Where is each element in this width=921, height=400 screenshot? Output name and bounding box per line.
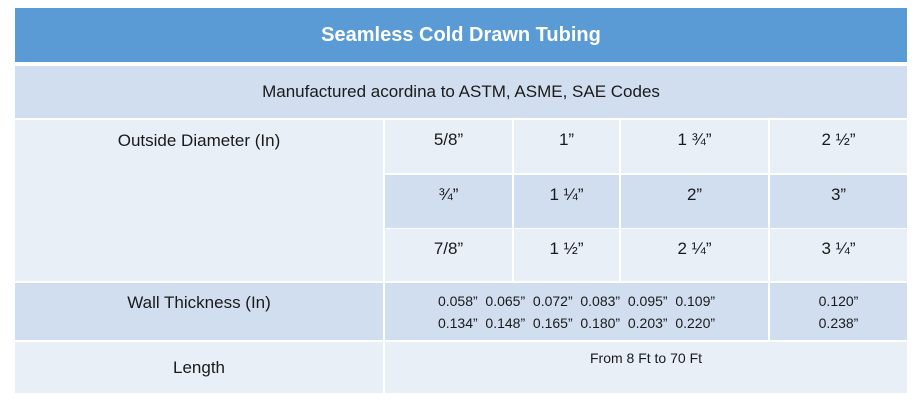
- od-cell: 3 ¼”: [770, 229, 907, 281]
- wt-label: Wall Thickness (In): [15, 283, 383, 340]
- wt-line: 0.120”: [818, 292, 859, 309]
- od-cell: 1”: [514, 120, 619, 173]
- od-cell: 2 ¼”: [621, 229, 768, 281]
- od-cell: ¾”: [385, 175, 512, 228]
- wt-extra: 0.120” 0.238”: [770, 283, 907, 340]
- od-cell: 1 ¼”: [514, 175, 619, 228]
- od-cell: 1 ½”: [514, 229, 619, 281]
- od-cell: 2 ½”: [770, 120, 907, 173]
- od-label: Outside Diameter (In): [15, 120, 383, 281]
- length-label: Length: [15, 342, 383, 393]
- od-cell: 3”: [770, 175, 907, 228]
- wt-line: 0.238”: [818, 314, 859, 331]
- wt-values: 0.058” 0.065” 0.072” 0.083” 0.095” 0.109…: [385, 283, 768, 340]
- wt-line: 0.134” 0.148” 0.165” 0.180” 0.203” 0.220…: [437, 314, 716, 331]
- wt-line: 0.058” 0.065” 0.072” 0.083” 0.095” 0.109…: [437, 292, 716, 309]
- od-cell: 1 ¾”: [621, 120, 768, 173]
- od-cell: 5/8”: [385, 120, 512, 173]
- od-cell: 2”: [621, 175, 768, 228]
- length-value: From 8 Ft to 70 Ft: [385, 342, 907, 393]
- subtitle: Manufactured acordina to ASTM, ASME, SAE…: [15, 66, 907, 118]
- title: Seamless Cold Drawn Tubing: [15, 8, 907, 62]
- od-cell: 7/8”: [385, 229, 512, 281]
